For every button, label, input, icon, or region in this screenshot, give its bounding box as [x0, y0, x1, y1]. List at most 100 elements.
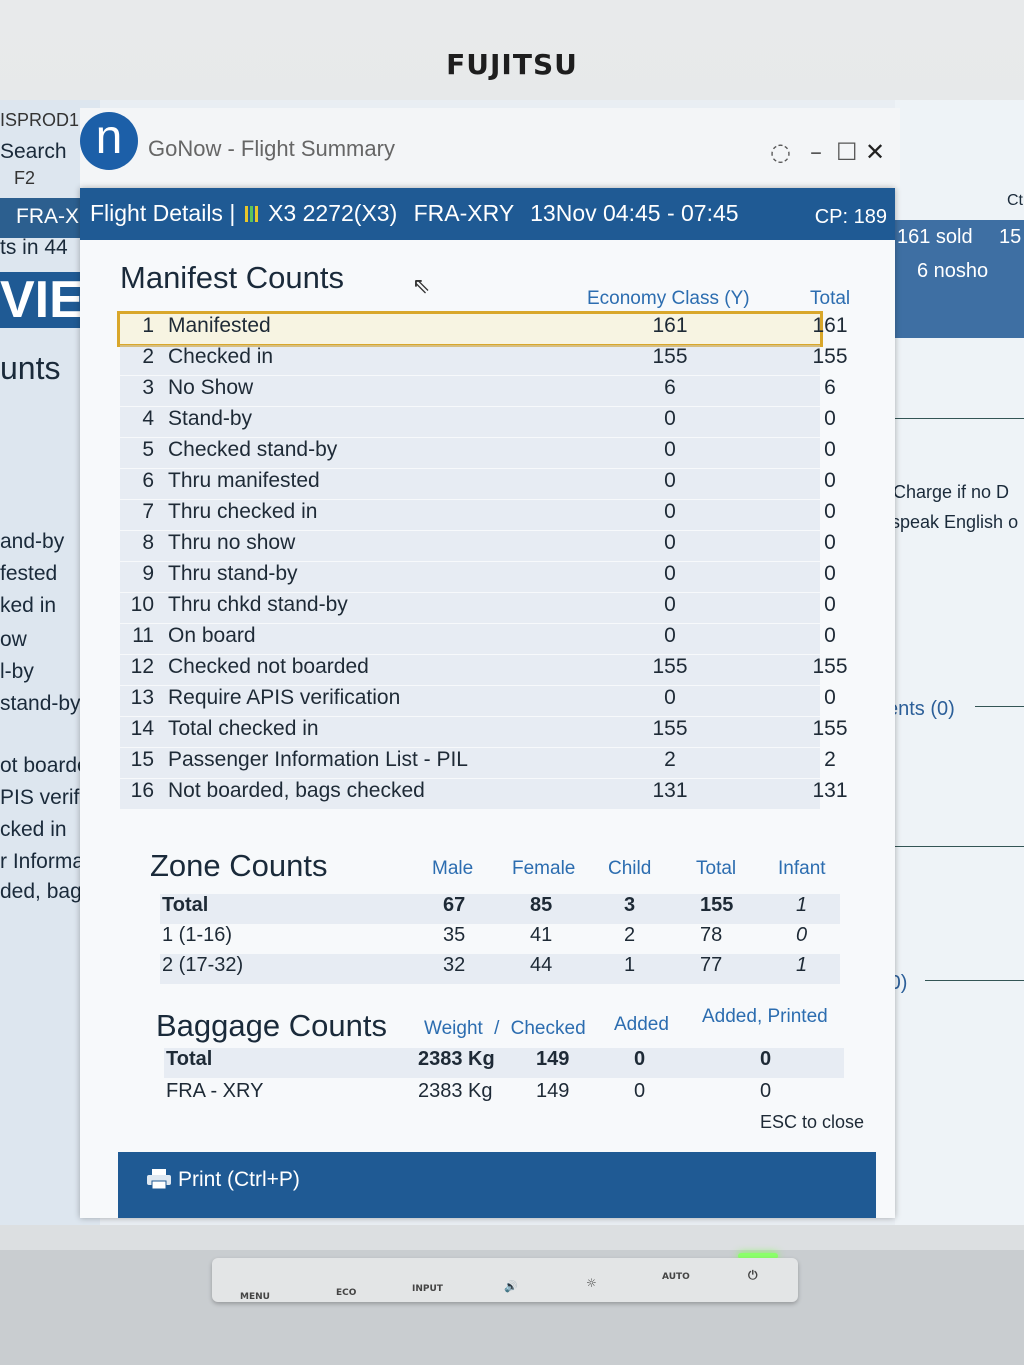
mouse-pointer-icon: ⇖	[412, 274, 431, 299]
table-row[interactable]: 14 Total checked in 155 155	[120, 717, 848, 747]
row-number: 5	[142, 438, 154, 461]
baggage-row[interactable]: Total 2383 Kg 149 0 0	[164, 1048, 844, 1078]
col-total: Total	[810, 288, 851, 309]
print-button[interactable]: Print (Ctrl+P)	[146, 1168, 300, 1192]
row-label: Total checked in	[168, 717, 319, 740]
economy-value: 0	[664, 531, 676, 554]
bg-section: unts	[0, 350, 61, 386]
row-number: 15	[130, 748, 154, 771]
printer-icon	[147, 1169, 171, 1190]
total-value: 155	[812, 717, 848, 740]
dialog-header: Flight Details | X3 2272(X3) FRA-XRY 13N…	[80, 188, 895, 240]
total-value: 155	[812, 345, 848, 368]
baggage-title: Baggage Counts	[156, 1008, 387, 1043]
app-logo: n	[80, 112, 138, 170]
brightness-button[interactable]: ☼	[586, 1276, 597, 1290]
economy-value: 155	[652, 345, 688, 368]
col-added-printed: Added, Printed	[702, 1006, 828, 1027]
search-button[interactable]: Search	[0, 140, 67, 163]
divider	[895, 418, 1024, 419]
total-value: 0	[824, 624, 836, 647]
row-label: Passenger Information List - PIL	[168, 748, 468, 771]
row-number: 11	[132, 624, 154, 647]
bg-line: ot boarde	[0, 754, 89, 777]
row-label: Thru chkd stand-by	[168, 593, 348, 616]
airline-icon	[244, 206, 258, 222]
auto-button[interactable]: AUTO	[662, 1272, 690, 1282]
economy-value: 131	[652, 779, 688, 802]
female-value: 41	[530, 924, 553, 946]
baggage-label: FRA - XRY	[166, 1080, 264, 1102]
economy-value: 0	[664, 562, 676, 585]
table-row[interactable]: 10 Thru chkd stand-by 0 0	[120, 593, 836, 623]
zone-row[interactable]: 2 (17-32) 32 44 1 77 1	[160, 954, 840, 984]
esc-hint: ESC to close	[760, 1112, 865, 1132]
total-value: 0	[824, 438, 836, 461]
table-row[interactable]: 5 Checked stand-by 0 0	[120, 438, 836, 468]
power-button[interactable]: ⏻	[748, 1268, 758, 1282]
economy-value: 161	[652, 314, 688, 337]
table-row[interactable]: 9 Thru stand-by 0 0	[120, 562, 836, 592]
print-label: Print (Ctrl+P)	[178, 1168, 300, 1191]
table-row[interactable]: 12 Checked not boarded 155 155	[120, 655, 848, 685]
zone-row[interactable]: 1 (1-16) 35 41 2 78 0	[160, 924, 840, 954]
capacity-label: CP: 189	[814, 206, 887, 228]
maximize-icon[interactable]: ☐	[836, 138, 858, 166]
bg-english: speak English o	[891, 512, 1019, 532]
table-row[interactable]: 4 Stand-by 0 0	[120, 407, 836, 437]
menu-button[interactable]: MENU	[240, 1292, 270, 1302]
close-icon[interactable]: ✕	[865, 138, 886, 166]
table-row[interactable]: 2 Checked in 155 155	[120, 345, 848, 375]
table-row[interactable]: 7 Thru checked in 0 0	[120, 500, 836, 530]
total-value: 78	[700, 924, 723, 946]
table-row[interactable]: 11 On board 0 0	[120, 624, 836, 654]
zone-row[interactable]: Total 67 85 3 155 1	[160, 894, 840, 924]
row-label: Thru checked in	[168, 500, 318, 523]
input-button[interactable]: INPUT	[412, 1284, 443, 1294]
infant-value: 1	[796, 894, 808, 916]
bg-line: cked in	[0, 818, 67, 841]
male-value: 67	[443, 894, 466, 916]
bg-ct: Ct	[1007, 192, 1023, 209]
minimize-icon[interactable]: –	[810, 138, 822, 166]
checked-value: 149	[536, 1080, 570, 1102]
child-value: 3	[624, 894, 636, 916]
bg-route: FRA-X	[16, 205, 79, 228]
table-row[interactable]: 1 Manifested 161 161	[117, 311, 848, 347]
total-value: 0	[824, 469, 836, 492]
table-row[interactable]: 16 Not boarded, bags checked 131 131	[120, 779, 848, 809]
col-zone-total: Total	[696, 858, 737, 879]
col-checked: Checked	[510, 1018, 586, 1039]
female-value: 85	[530, 894, 553, 916]
economy-value: 0	[664, 469, 676, 492]
table-row[interactable]: 6 Thru manifested 0 0	[120, 469, 836, 499]
bg-ents-link[interactable]: ents (0)	[887, 698, 955, 720]
total-value: 0	[824, 407, 836, 430]
added-value: 0	[634, 1080, 646, 1102]
bg-line: ow	[0, 628, 27, 651]
total-value: 155	[700, 894, 734, 916]
volume-button[interactable]: 🔊	[504, 1280, 518, 1293]
row-number: 7	[142, 500, 154, 523]
baggage-row[interactable]: FRA - XRY 2383 Kg 149 0 0	[164, 1080, 844, 1110]
female-value: 44	[530, 954, 553, 976]
total-value: 77	[700, 954, 723, 976]
table-row[interactable]: 8 Thru no show 0 0	[120, 531, 836, 561]
total-value: 0	[824, 562, 836, 585]
bg-line: ded, bags	[0, 880, 93, 903]
economy-value: 6	[664, 376, 676, 399]
restore-icon[interactable]: ◌	[770, 138, 791, 166]
search-shortcut: F2	[14, 168, 36, 188]
app-title: GoNow - Flight Summary	[148, 136, 395, 161]
row-label: Stand-by	[168, 407, 253, 430]
baggage-label: Total	[166, 1048, 213, 1070]
eco-button[interactable]: ECO	[336, 1288, 357, 1298]
table-row[interactable]: 13 Require APIS verification 0 0	[120, 686, 836, 716]
table-row[interactable]: 15 Passenger Information List - PIL 2 2	[120, 748, 836, 778]
table-row[interactable]: 3 No Show 6 6	[120, 376, 836, 406]
zone-label: Total	[162, 894, 209, 916]
power-led	[738, 1253, 778, 1259]
row-label: Thru stand-by	[168, 562, 298, 585]
col-economy: Economy Class (Y)	[587, 288, 750, 309]
total-value: 0	[824, 500, 836, 523]
